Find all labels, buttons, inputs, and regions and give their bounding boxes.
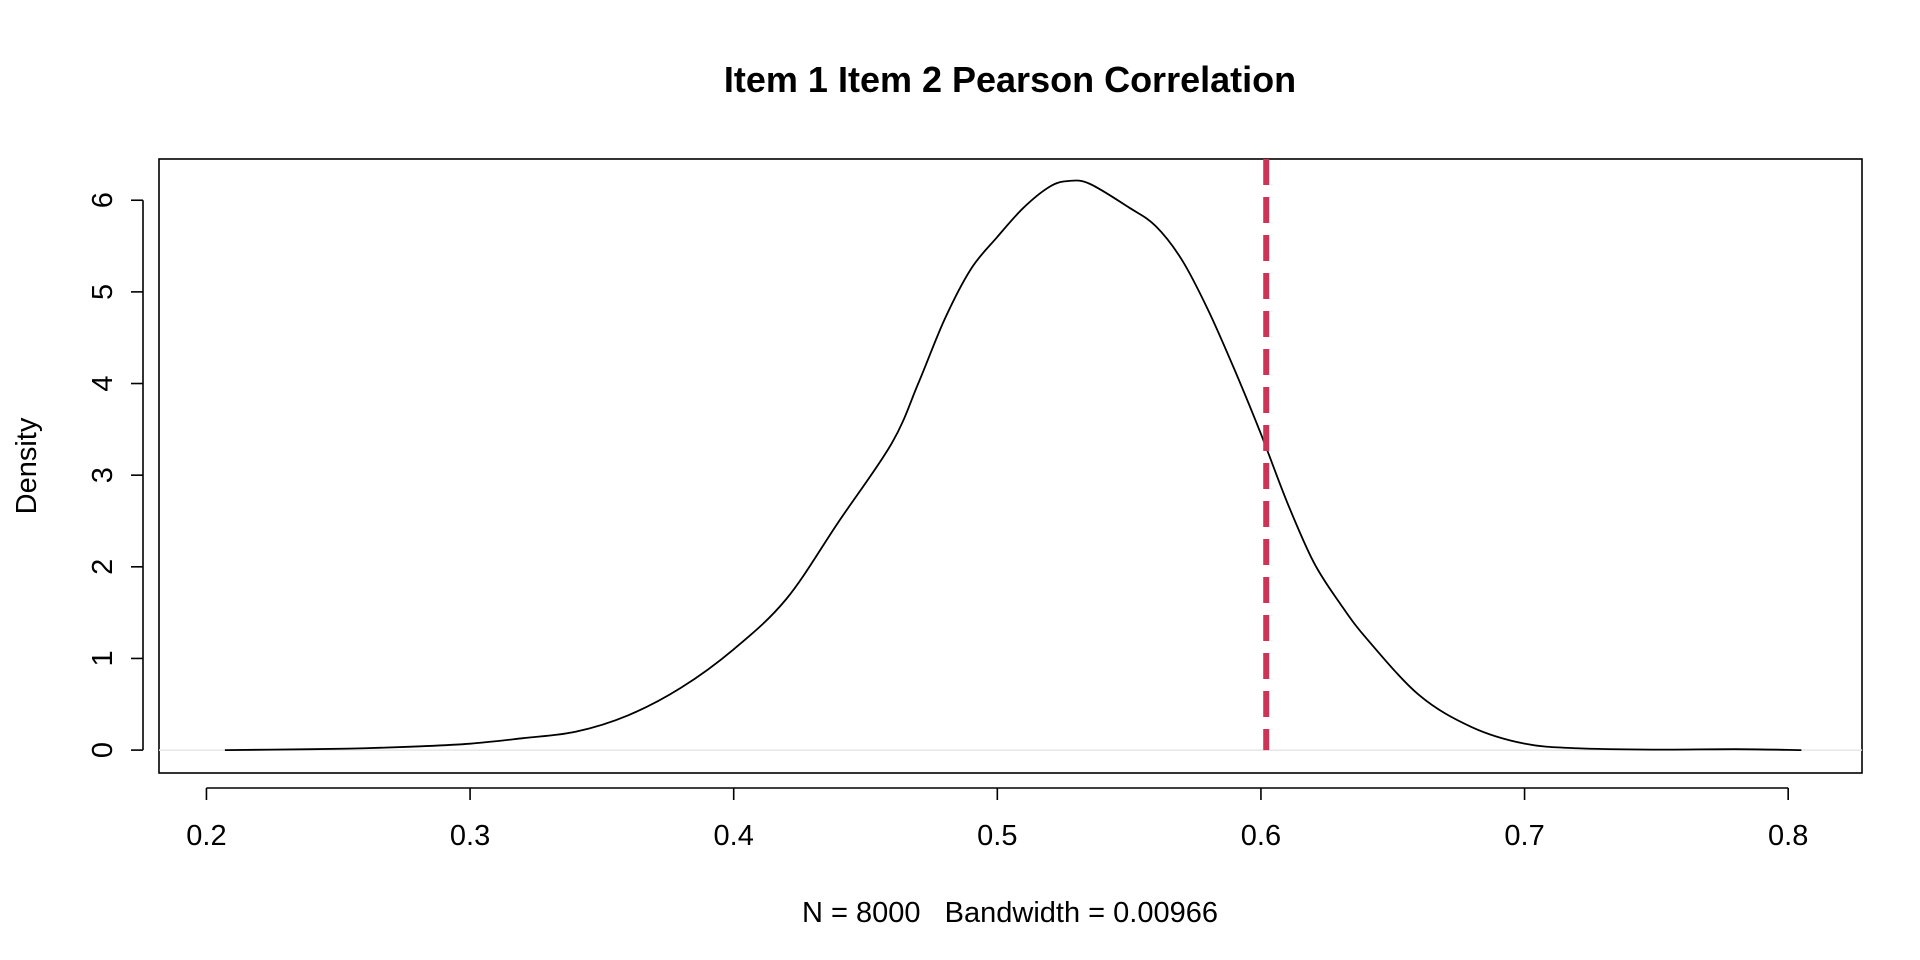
x-tick-label: 0.8: [1768, 820, 1808, 852]
x-tick-label: 0.7: [1504, 820, 1544, 852]
x-tick-label: 0.5: [977, 820, 1017, 852]
x-axis: 0.2 0.3 0.4 0.5 0.6 0.7 0.8: [186, 787, 1808, 852]
x-tick-label: 0.2: [186, 820, 226, 852]
x-tick-label: 0.4: [714, 820, 754, 852]
y-tick-label: 0: [87, 742, 119, 758]
y-tick-label: 5: [87, 284, 119, 300]
y-axis-label: Density: [11, 417, 43, 514]
y-tick-label: 1: [87, 650, 119, 666]
y-tick-label: 2: [87, 559, 119, 575]
plot-frame: [158, 158, 1863, 774]
density-curve: [224, 179, 1802, 751]
x-tick-label: 0.3: [450, 820, 490, 852]
y-tick-label: 4: [87, 375, 119, 391]
x-tick-label: 0.6: [1241, 820, 1281, 852]
x-axis-label: N = 8000 Bandwidth = 0.00966: [802, 897, 1218, 929]
y-tick-label: 3: [87, 467, 119, 483]
y-axis: 0 1 2 3 4 5 6: [87, 192, 144, 758]
y-tick-label: 6: [87, 192, 119, 208]
chart-title: Item 1 Item 2 Pearson Correlation: [724, 59, 1296, 100]
